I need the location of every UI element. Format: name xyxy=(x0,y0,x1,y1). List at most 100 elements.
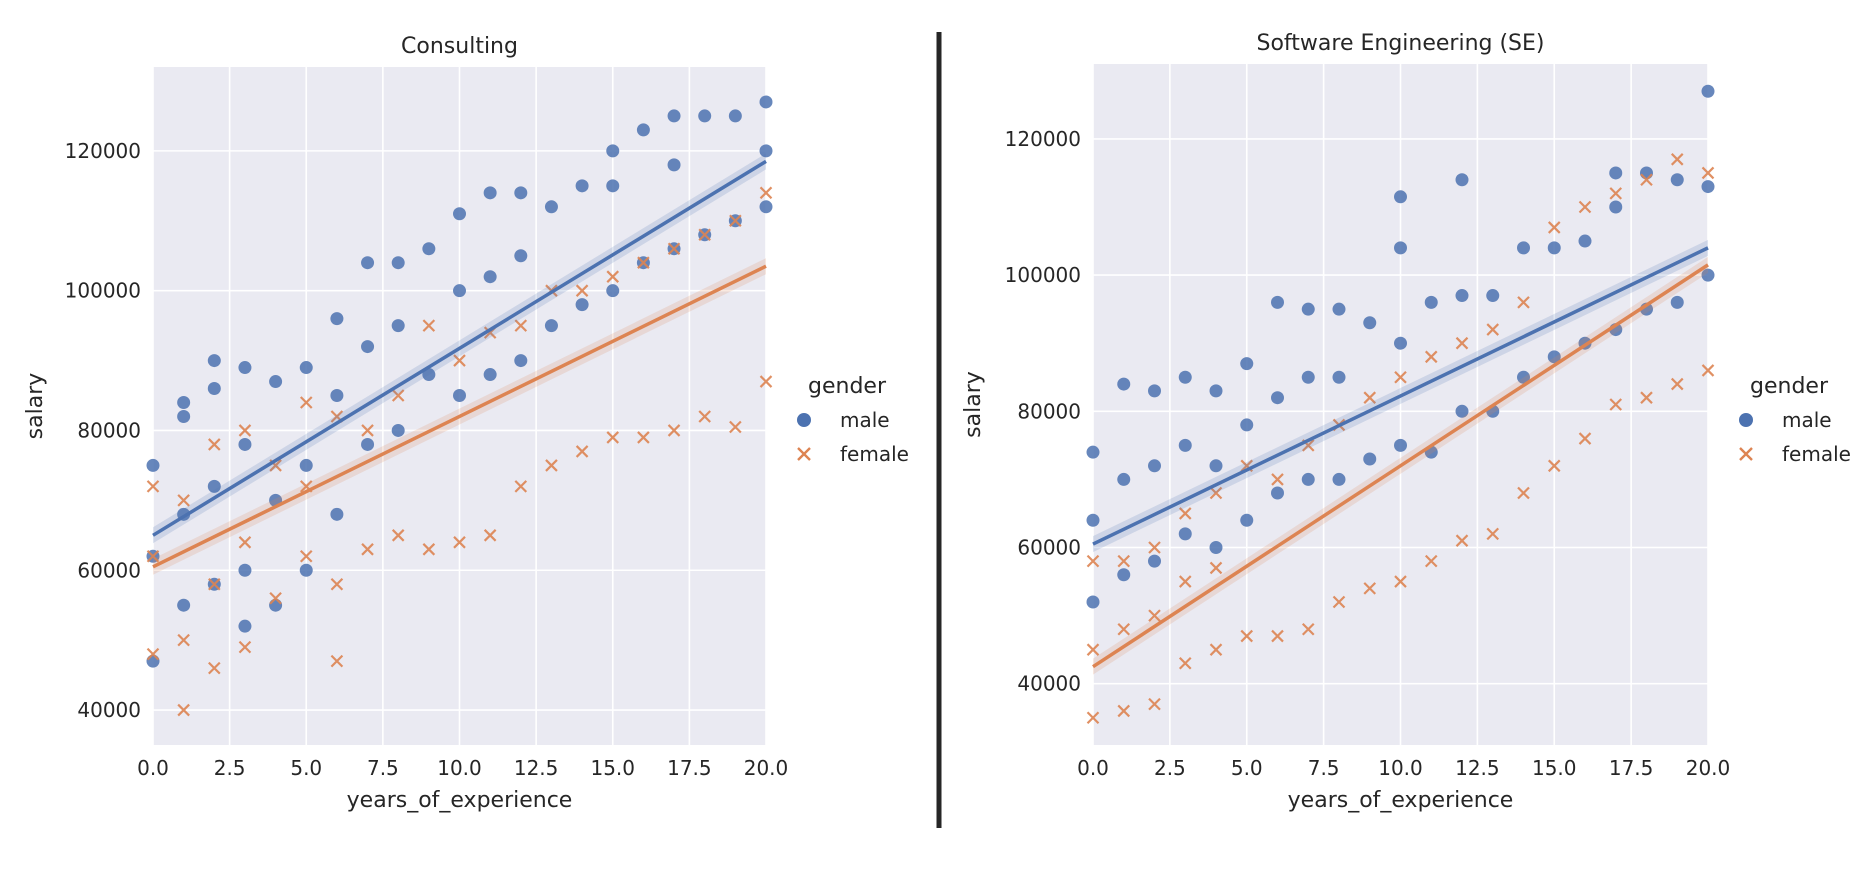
data-point-female xyxy=(238,640,252,654)
data-point-female xyxy=(1117,704,1131,718)
series-male xyxy=(1086,84,1715,609)
data-point-male xyxy=(759,200,773,214)
data-point-female xyxy=(330,654,344,668)
x-axis-label: years_of_experience xyxy=(347,788,573,813)
data-point-male xyxy=(1086,445,1100,459)
y-tick-label: 40000 xyxy=(1017,672,1081,696)
x-tick-label: 0.0 xyxy=(137,756,169,780)
x-tick-label: 12.5 xyxy=(1455,756,1500,780)
data-point-male xyxy=(391,319,405,333)
x-tick-label: 10.0 xyxy=(437,756,482,780)
data-point-female xyxy=(208,438,221,451)
series-female xyxy=(1086,153,1715,725)
x-tick-label: 17.5 xyxy=(667,756,712,780)
data-point-male xyxy=(391,423,405,437)
data-point-male xyxy=(1148,384,1161,398)
data-point-female xyxy=(729,214,742,228)
data-point-female xyxy=(269,591,282,605)
data-point-male xyxy=(1670,173,1684,187)
data-point-male xyxy=(238,563,252,577)
data-point-female xyxy=(483,529,497,542)
data-point-male xyxy=(1209,459,1223,473)
data-point-male xyxy=(1332,302,1346,316)
trend-line-male xyxy=(1092,246,1709,546)
data-point-male xyxy=(1455,404,1469,418)
data-point-female xyxy=(1609,398,1623,411)
data-point-male xyxy=(1547,350,1561,364)
data-point-female xyxy=(1670,153,1684,166)
x-tick-label: 2.5 xyxy=(214,756,246,780)
data-point-male xyxy=(728,109,742,123)
data-point-male xyxy=(759,95,773,109)
x-axis-label: years_of_experience xyxy=(1288,788,1514,813)
data-point-male xyxy=(1117,377,1131,391)
data-point-male xyxy=(146,654,160,668)
y-tick-label: 60000 xyxy=(77,558,141,582)
data-point-female xyxy=(1148,541,1161,554)
data-point-female xyxy=(361,424,374,437)
y-tick-label: 120000 xyxy=(65,139,141,163)
data-point-male xyxy=(575,179,589,193)
trend-line-female xyxy=(152,264,767,569)
data-point-male xyxy=(1301,302,1315,316)
data-point-female xyxy=(1363,391,1377,404)
data-point-male xyxy=(1640,166,1653,180)
data-point-female xyxy=(146,647,160,661)
data-point-male xyxy=(1301,370,1315,384)
data-point-male xyxy=(1240,418,1254,432)
data-point-male xyxy=(422,368,436,382)
data-point-female xyxy=(1517,296,1530,309)
data-point-female xyxy=(1178,507,1192,520)
data-point-male xyxy=(1455,173,1469,187)
data-point-male xyxy=(1240,357,1254,371)
x-tick-label: 15.0 xyxy=(1532,756,1577,780)
y-tick-label: 80000 xyxy=(1017,399,1081,423)
y-tick-label: 80000 xyxy=(77,418,141,442)
data-point-male xyxy=(1424,295,1438,309)
data-point-female xyxy=(146,480,160,493)
series-female xyxy=(146,186,773,717)
data-point-male xyxy=(453,284,466,298)
data-point-female xyxy=(177,703,190,717)
data-point-female xyxy=(208,661,221,675)
data-point-female xyxy=(637,431,650,444)
data-point-male xyxy=(1701,84,1715,98)
data-point-female xyxy=(1240,629,1254,643)
data-point-male xyxy=(1209,384,1223,398)
data-point-male xyxy=(1148,554,1161,568)
data-point-female xyxy=(453,536,466,549)
data-point-male xyxy=(1394,438,1407,452)
data-point-male xyxy=(330,507,344,521)
consulting-panel: 0.0 2.5 5.0 7.5 10.0 12.5 15.0 17.5 20.0 40000 600… xyxy=(23,34,909,813)
data-point-male xyxy=(667,158,681,172)
data-point-female xyxy=(514,480,528,493)
data-point-female xyxy=(1424,554,1438,568)
data-point-female xyxy=(759,375,773,388)
data-point-male xyxy=(1394,190,1407,204)
data-point-male xyxy=(422,242,436,256)
data-point-female xyxy=(1486,527,1500,541)
data-point-female xyxy=(177,633,190,647)
data-point-male xyxy=(207,479,221,493)
data-point-female xyxy=(422,319,436,332)
y-tick-label: 100000 xyxy=(65,279,141,303)
data-point-female xyxy=(1209,643,1223,656)
data-point-female xyxy=(1640,173,1653,187)
software-engineering-panel: 0.0 2.5 5.0 7.5 10.0 12.5 15.0 17.5 20.0 40000 600… xyxy=(961,31,1851,813)
data-point-male xyxy=(238,619,252,633)
data-point-female xyxy=(637,256,650,269)
data-point-female xyxy=(1424,350,1438,364)
y-tick-label: 40000 xyxy=(77,698,141,722)
trend-line-male xyxy=(152,159,767,537)
trend-line-female xyxy=(1092,263,1709,669)
data-point-male xyxy=(483,270,497,284)
data-point-female xyxy=(1271,473,1284,486)
data-point-female xyxy=(729,420,742,434)
legend-title: gender xyxy=(1750,374,1829,399)
data-point-female xyxy=(698,228,711,242)
data-point-female xyxy=(575,445,589,458)
data-point-male xyxy=(1178,438,1192,452)
data-point-female xyxy=(667,424,681,437)
data-point-male xyxy=(1117,472,1131,486)
data-point-male xyxy=(575,298,589,312)
